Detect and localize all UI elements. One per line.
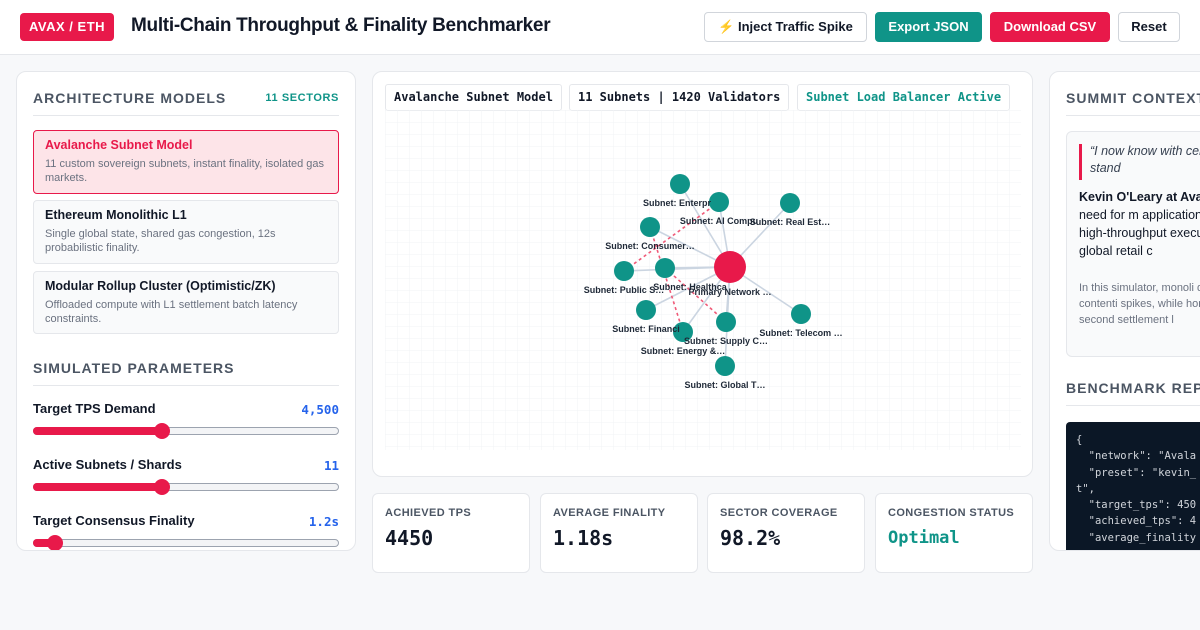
network-panel: Avalanche Subnet Model 11 Subnets | 1420…: [372, 71, 1033, 477]
parameters-title: SIMULATED PARAMETERS: [33, 360, 235, 376]
stat-congestion-status: CONGESTION STATUS Optimal: [875, 493, 1033, 573]
slider-thumb[interactable]: [153, 423, 170, 439]
subnet-label: Subnet: Telecom …: [759, 328, 842, 338]
stat-achieved-tps: ACHIEVED TPS 4450: [372, 493, 530, 573]
slider-thumb[interactable]: [153, 479, 170, 495]
subnet-node[interactable]: [670, 174, 690, 194]
model-description: Offloaded compute with L1 settlement bat…: [45, 299, 298, 325]
param-label: Target Consensus Finality: [33, 513, 195, 528]
stat-label: AVERAGE FINALITY: [553, 507, 666, 519]
model-name: Avalanche Subnet Model: [45, 138, 193, 152]
param-label: Target TPS Demand: [33, 401, 156, 416]
inject-traffic-spike-button[interactable]: ⚡ Inject Traffic Spike: [704, 12, 867, 42]
subnet-node[interactable]: [709, 192, 729, 212]
subnet-label: Subnet: Global T…: [685, 380, 766, 390]
quote-body: Kevin O'Leary at Ava institutional need …: [1079, 188, 1200, 260]
subnet-label: Subnet: Public S…: [584, 285, 665, 295]
download-csv-button[interactable]: Download CSV: [990, 12, 1110, 42]
subnet-label: Subnet: Healthca: [653, 282, 728, 292]
parameters-header: SIMULATED PARAMETERS: [33, 342, 339, 386]
subnet-node[interactable]: [780, 193, 800, 213]
stat-value: 4450: [385, 526, 434, 550]
model-ethereum-monolithic[interactable]: Ethereum Monolithic L1 Single global sta…: [33, 200, 339, 264]
slider-fill: [33, 483, 161, 491]
param-value: 4,500: [301, 402, 339, 417]
stat-value: Optimal: [888, 528, 960, 548]
slider-thumb[interactable]: [47, 535, 64, 550]
right-panel: SUMMIT CONTEXT “I now know with cer in m…: [1049, 71, 1200, 551]
subnet-label: Subnet: Supply C…: [684, 336, 768, 346]
model-modular-rollup[interactable]: Modular Rollup Cluster (Optimistic/ZK) O…: [33, 271, 339, 334]
sector-count: 11 SECTORS: [265, 92, 339, 104]
stat-label: CONGESTION STATUS: [888, 507, 1015, 519]
summit-title: SUMMIT CONTEXT: [1066, 90, 1200, 106]
architecture-header: ARCHITECTURE MODELS 11 SECTORS: [33, 72, 339, 116]
quote-speaker: Kevin O'Leary at Ava: [1079, 190, 1200, 204]
primary-network-node[interactable]: [714, 251, 746, 283]
architecture-title: ARCHITECTURE MODELS: [33, 90, 227, 106]
stat-average-finality: AVERAGE FINALITY 1.18s: [540, 493, 698, 573]
summit-quote-box: “I now know with cer in my view, the sta…: [1066, 131, 1200, 357]
validators-chip: 11 Subnets | 1420 Validators: [569, 84, 790, 111]
report-title: BENCHMARK REPO: [1066, 380, 1200, 396]
report-header: BENCHMARK REPO: [1066, 362, 1200, 406]
subnet-label: Subnet: Consumer…: [605, 241, 695, 251]
export-json-button[interactable]: Export JSON: [875, 12, 982, 42]
stat-value: 1.18s: [553, 526, 614, 550]
summit-header: SUMMIT CONTEXT: [1066, 72, 1200, 116]
graph-edge: [679, 183, 731, 268]
active-subnets-slider[interactable]: [33, 479, 339, 495]
model-avalanche-subnet[interactable]: Avalanche Subnet Model 11 custom soverei…: [33, 130, 339, 194]
model-name: Modular Rollup Cluster (Optimistic/ZK): [45, 279, 276, 293]
quote-accent-bar: [1079, 144, 1082, 180]
target-finality-slider[interactable]: [33, 535, 339, 550]
subnet-label: Subnet: AI Compu: [680, 216, 758, 226]
model-description: Single global state, shared gas congesti…: [45, 228, 276, 254]
model-description: 11 custom sovereign subnets, instant fin…: [45, 158, 325, 184]
stat-label: ACHIEVED TPS: [385, 507, 472, 519]
param-label: Active Subnets / Shards: [33, 457, 182, 472]
primary-network-label: Primary Network …: [688, 287, 771, 297]
stat-label: SECTOR COVERAGE: [720, 507, 838, 519]
congestion-edge: [649, 226, 684, 333]
subnet-node[interactable]: [640, 217, 660, 237]
top-bar: AVAX / ETH Multi-Chain Throughput & Fina…: [0, 0, 1200, 55]
subnet-node[interactable]: [655, 258, 675, 278]
slider-fill: [33, 427, 161, 435]
quote-body-text: institutional need for m application-spe…: [1079, 208, 1200, 258]
stat-value: 98.2%: [720, 526, 781, 550]
subnet-label: Subnet: Financi: [612, 324, 680, 334]
param-value: 11: [323, 458, 339, 473]
target-tps-slider[interactable]: [33, 423, 339, 439]
simulator-note: In this simulator, monoli quadratic stat…: [1079, 282, 1200, 326]
network-graph[interactable]: Primary Network … Subnet: Enterpr Subnet: …: [385, 110, 1021, 450]
subnet-label: Subnet: Energy &…: [641, 346, 726, 356]
subnet-node[interactable]: [673, 322, 693, 342]
subnet-node[interactable]: [791, 304, 811, 324]
model-chip: Avalanche Subnet Model: [385, 84, 562, 111]
reset-button[interactable]: Reset: [1118, 12, 1180, 42]
model-name: Ethereum Monolithic L1: [45, 208, 187, 222]
page-title: Multi-Chain Throughput & Finality Benchm…: [131, 15, 551, 36]
subnet-label: Subnet: Enterpr: [643, 198, 711, 208]
stat-sector-coverage: SECTOR COVERAGE 98.2%: [707, 493, 865, 573]
slider-fill: [33, 539, 55, 547]
subnet-node[interactable]: [614, 261, 634, 281]
benchmark-report-code: { "network": "Avala "preset": "kevin_ t"…: [1066, 422, 1200, 550]
subnet-node[interactable]: [636, 300, 656, 320]
network-badge: AVAX / ETH: [20, 13, 115, 41]
subnet-node[interactable]: [715, 356, 735, 376]
subnet-label: Subnet: Real Est…: [750, 217, 831, 227]
load-balancer-chip: Subnet Load Balancer Active: [797, 84, 1011, 111]
congestion-edge: [623, 201, 720, 272]
subnet-node[interactable]: [716, 312, 736, 332]
param-value: 1.2s: [308, 514, 339, 529]
left-panel: ARCHITECTURE MODELS 11 SECTORS Avalanche…: [16, 71, 356, 551]
quote-text: “I now know with cer in my view, the sta…: [1090, 144, 1200, 175]
congestion-edge: [664, 267, 727, 323]
